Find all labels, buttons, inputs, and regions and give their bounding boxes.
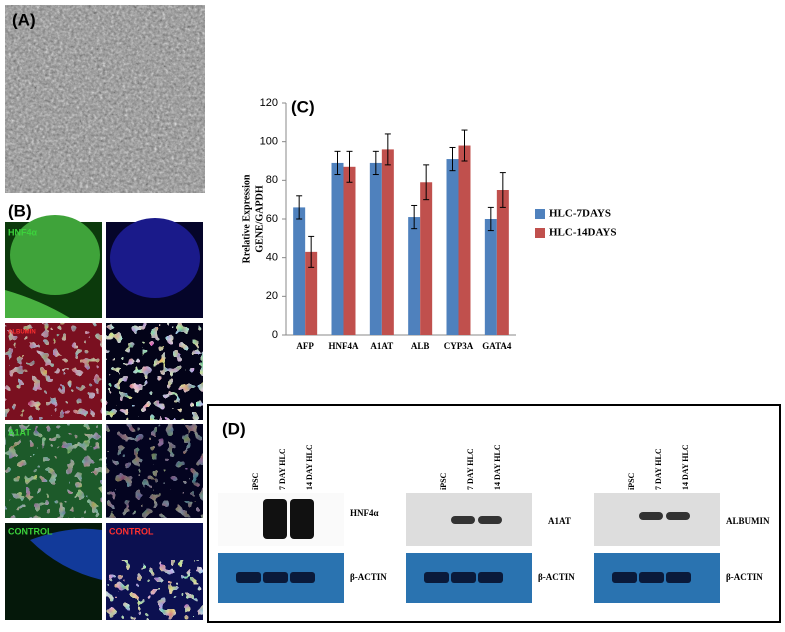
y-tick-label: 40 [266, 252, 278, 264]
stain-label: A1AT [8, 427, 31, 437]
stain-label: CONTROL [8, 526, 53, 536]
bar [331, 162, 344, 335]
bar [446, 159, 459, 335]
loading-control-label: β-ACTIN [350, 572, 387, 582]
blot-band [666, 512, 690, 520]
y-tick-label: 80 [266, 174, 278, 186]
legend-label: HLC-14DAYS [549, 227, 616, 239]
error-bar [372, 150, 379, 176]
protein-label: A1AT [548, 516, 571, 526]
lane-label: iPSC [439, 472, 448, 490]
bar [408, 217, 421, 335]
blot-band [478, 572, 503, 583]
error-bar [411, 204, 418, 230]
error-bar [346, 150, 353, 183]
panel-label: (B) [8, 201, 32, 220]
bar [305, 251, 318, 335]
bar [458, 145, 471, 335]
blot-band [263, 572, 288, 583]
lane-label: 14 DAY HLC [493, 444, 502, 490]
blot-band [424, 572, 449, 583]
x-tick-label: A1AT [370, 341, 393, 351]
blot-band [639, 572, 664, 583]
x-tick-label: ALB [411, 341, 430, 351]
bar [496, 190, 509, 335]
x-tick-label: CYP3A [444, 341, 474, 351]
legend-label: HLC-7DAYS [549, 208, 611, 220]
stain-label: HNF4α [8, 227, 38, 237]
lane-label: 7 DAY HLC [278, 448, 287, 490]
error-bar [499, 172, 506, 208]
blot-band [666, 572, 691, 583]
protein-label: ALBUMIN [726, 516, 770, 526]
blot-band [236, 572, 261, 583]
lane-label: 7 DAY HLC [654, 448, 663, 490]
panel-label: (A) [12, 10, 36, 29]
lane-label: 7 DAY HLC [466, 448, 475, 490]
legend-swatch [535, 228, 545, 238]
error-bar [334, 150, 341, 176]
y-tick-label: 120 [260, 97, 278, 109]
protein-label: HNF4α [350, 508, 379, 518]
loading-control-label: β-ACTIN [538, 572, 575, 582]
x-tick-label: AFP [296, 341, 314, 351]
loading-control-label: β-ACTIN [726, 572, 763, 582]
blot-band [290, 499, 314, 539]
stain-label: ALBUMIN [8, 330, 36, 336]
micrograph-texture [5, 5, 205, 193]
blot-band [290, 572, 315, 583]
lane-label: 14 DAY HLC [681, 444, 690, 490]
y-axis-label: Rrelative Expression [241, 174, 252, 263]
blot-band [478, 516, 502, 524]
bar [381, 149, 394, 335]
x-tick-label: HNF4A [329, 341, 359, 351]
error-bar [449, 146, 456, 172]
blot-band [451, 516, 475, 524]
y-axis-label: GENE/GAPDH [254, 185, 265, 252]
blot-band [612, 572, 637, 583]
lane-label: iPSC [627, 472, 636, 490]
blot-band [451, 572, 476, 583]
bar [343, 166, 356, 335]
error-bar [423, 164, 430, 201]
y-tick-label: 60 [266, 213, 278, 225]
y-tick-label: 0 [272, 329, 278, 341]
bar [420, 182, 433, 335]
chart-title: (C) [291, 97, 315, 116]
panel-frame [207, 404, 781, 623]
x-tick-label: GATA4 [482, 341, 512, 351]
legend-swatch [535, 209, 545, 219]
y-tick-label: 100 [260, 136, 278, 148]
bar [484, 219, 497, 335]
error-bar [308, 235, 315, 268]
error-bar [487, 206, 494, 232]
stain-label: CONTROL [109, 526, 154, 536]
error-bar [384, 133, 391, 166]
panel-label: (D) [222, 419, 246, 438]
bar [369, 162, 382, 335]
blot-band [639, 512, 663, 520]
lane-label: 14 DAY HLC [305, 444, 314, 490]
fluorescence-grid [5, 215, 203, 620]
blot-band [263, 499, 287, 539]
lane-label: iPSC [251, 472, 260, 490]
y-tick-label: 20 [266, 290, 278, 302]
bar [293, 207, 306, 335]
error-bar [296, 195, 303, 220]
error-bar [461, 129, 468, 162]
